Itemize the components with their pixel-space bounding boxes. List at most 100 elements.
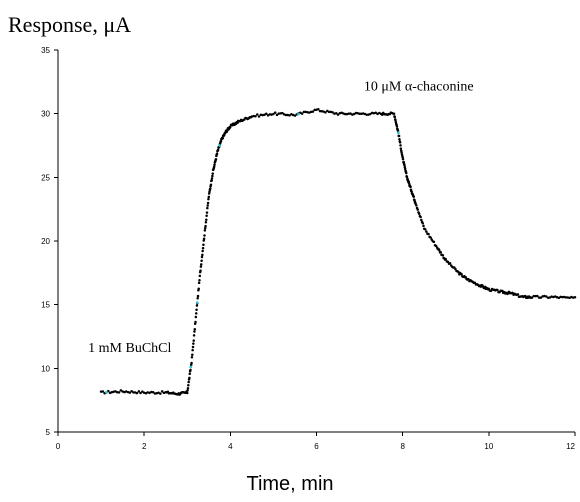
data-point xyxy=(189,368,192,372)
data-point xyxy=(374,111,377,115)
data-point xyxy=(196,296,199,300)
data-point xyxy=(216,148,220,152)
y-tick-label: 20 xyxy=(41,237,50,246)
data-point xyxy=(206,204,209,207)
data-point xyxy=(487,287,491,290)
data-point xyxy=(192,339,195,342)
data-point xyxy=(204,220,208,224)
data-point xyxy=(194,315,198,319)
data-point xyxy=(331,111,334,114)
data-point xyxy=(193,330,196,333)
data-point xyxy=(454,267,457,271)
data-point xyxy=(281,111,284,115)
data-point-highlight xyxy=(297,112,300,116)
data-point xyxy=(203,229,207,232)
data-point xyxy=(398,141,402,144)
data-point xyxy=(199,265,203,268)
data-point xyxy=(444,257,447,261)
data-point xyxy=(201,246,205,250)
data-point xyxy=(208,187,212,190)
x-tick-label: 8 xyxy=(400,442,405,451)
data-point xyxy=(496,288,499,292)
data-point xyxy=(516,293,520,296)
annotations: 1 mM BuChCl 10 μM α-chaconine xyxy=(88,80,473,356)
data-point xyxy=(199,269,202,272)
data-point xyxy=(380,113,384,116)
data-point xyxy=(186,386,190,390)
data-point xyxy=(343,112,347,116)
data-point-highlight xyxy=(105,390,108,394)
data-point xyxy=(347,112,351,115)
data-point xyxy=(208,190,211,194)
data-point xyxy=(219,140,223,143)
data-point xyxy=(399,147,403,150)
data-point xyxy=(101,390,105,393)
data-point xyxy=(536,294,539,298)
data-point xyxy=(530,296,534,299)
data-point xyxy=(186,391,189,395)
data-point xyxy=(209,183,213,187)
data-point xyxy=(539,296,543,299)
data-point xyxy=(192,334,196,337)
data-point xyxy=(139,391,142,395)
data-point xyxy=(194,320,197,324)
y-tick-label: 10 xyxy=(41,364,50,373)
x-tick-label: 6 xyxy=(314,442,319,451)
data-point xyxy=(229,125,232,129)
data-point xyxy=(358,112,361,115)
data-point xyxy=(203,226,207,230)
data-point-highlight xyxy=(195,301,199,304)
data-point xyxy=(272,112,275,116)
data-point xyxy=(264,112,268,115)
data-point xyxy=(532,294,535,298)
data-point xyxy=(191,345,195,349)
data-point xyxy=(318,109,322,113)
data-point xyxy=(212,165,216,168)
x-tick-label: 12 xyxy=(566,442,575,451)
data-point xyxy=(119,389,123,392)
data-point xyxy=(448,261,452,265)
data-point xyxy=(417,212,421,215)
y-ticks: 5 10 15 20 25 30 35 xyxy=(41,46,58,437)
data-point xyxy=(210,177,214,180)
data-point xyxy=(441,254,445,257)
data-point xyxy=(207,197,210,201)
data-point xyxy=(128,391,132,394)
data-point xyxy=(273,111,277,114)
data-point xyxy=(211,174,214,178)
data-point xyxy=(573,296,577,299)
data-point xyxy=(275,113,279,117)
y-tick-label: 25 xyxy=(41,173,50,182)
data-point xyxy=(369,112,372,116)
x-tick-label: 2 xyxy=(142,442,147,451)
data-point xyxy=(421,221,425,225)
data-point xyxy=(439,251,442,254)
data-point xyxy=(446,260,450,264)
data-point xyxy=(403,163,406,167)
data-point xyxy=(409,185,412,189)
data-point xyxy=(191,348,194,352)
data-point xyxy=(561,295,564,299)
data-point xyxy=(202,243,205,247)
data-point xyxy=(324,111,327,114)
x-axis-title: Time, min xyxy=(246,473,333,495)
data-point xyxy=(205,218,208,221)
data-point xyxy=(204,224,207,228)
data-point xyxy=(419,215,422,219)
data-point xyxy=(422,224,425,228)
data-point xyxy=(407,182,411,185)
data-point xyxy=(545,295,548,298)
data-point xyxy=(130,390,133,393)
data-point xyxy=(197,287,200,291)
data-point xyxy=(195,304,199,307)
data-point xyxy=(202,237,206,241)
data-point xyxy=(188,372,192,376)
data-point xyxy=(213,163,216,166)
x-ticks: 0 2 4 6 8 10 12 xyxy=(56,432,576,451)
data-point xyxy=(293,114,297,117)
data-point xyxy=(311,110,315,113)
data-point xyxy=(221,137,225,140)
data-point xyxy=(186,389,189,392)
data-point xyxy=(284,113,288,117)
